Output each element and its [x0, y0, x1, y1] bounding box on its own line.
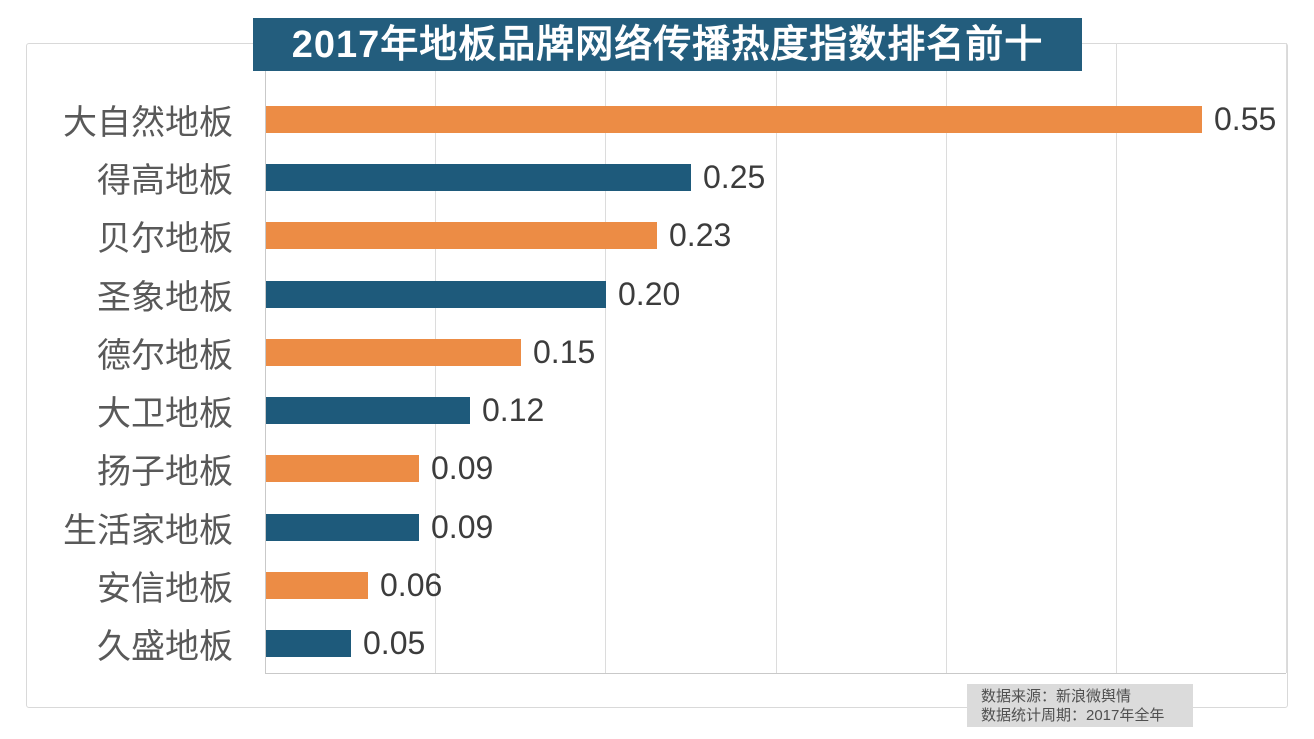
gridline: [946, 43, 947, 673]
bar-row: 久盛地板 0.05: [0, 615, 1314, 673]
category-label: 得高地板: [97, 161, 233, 200]
bar: [266, 105, 1202, 133]
value-label: 0.09: [431, 508, 494, 545]
value-label: 0.25: [703, 158, 766, 195]
category-label: 大卫地板: [97, 395, 233, 434]
gridline: [605, 43, 606, 673]
category-label: 久盛地板: [97, 628, 233, 667]
category-label: 扬子地板: [97, 453, 233, 492]
value-label: 0.15: [533, 333, 596, 370]
source-note-line2: 数据统计周期：2017年全年: [981, 707, 1165, 724]
gridline: [1286, 43, 1287, 673]
bar: [266, 338, 521, 366]
value-label: 0.55: [1214, 100, 1277, 137]
bar-row: 安信地板 0.06: [0, 556, 1314, 614]
category-label: 生活家地板: [63, 511, 233, 550]
source-note: 数据来源：新浪微舆情 数据统计周期：2017年全年: [967, 684, 1193, 727]
chart-title: 2017年地板品牌网络传播热度指数排名前十: [253, 18, 1082, 71]
value-label: 0.09: [431, 450, 494, 487]
bar: [266, 163, 691, 191]
bar-row: 得高地板 0.25: [0, 148, 1314, 206]
gridline: [776, 43, 777, 673]
bar-rows: 大自然地板 0.55 得高地板 0.25 贝尔地板 0.23 圣象地板 0.20 德尔地板 0.1…: [0, 90, 1314, 673]
value-label: 0.05: [363, 625, 426, 662]
bar-row: 大自然地板 0.55: [0, 90, 1314, 148]
bar-row: 扬子地板 0.09: [0, 440, 1314, 498]
gridline: [1116, 43, 1117, 673]
category-label: 贝尔地板: [97, 220, 233, 259]
bar: [266, 513, 419, 541]
x-axis-line: [265, 673, 1286, 674]
bar-row: 圣象地板 0.20: [0, 265, 1314, 323]
bar-row: 德尔地板 0.15: [0, 323, 1314, 381]
value-label: 0.12: [482, 392, 545, 429]
bar: [266, 397, 470, 425]
bar: [266, 280, 606, 308]
value-label: 0.23: [669, 217, 732, 254]
bar-row: 生活家地板 0.09: [0, 498, 1314, 556]
category-label: 安信地板: [97, 570, 233, 609]
bar: [266, 455, 419, 483]
bar: [266, 630, 351, 658]
y-axis-line: [265, 43, 266, 673]
bar: [266, 572, 368, 600]
bar-row: 贝尔地板 0.23: [0, 207, 1314, 265]
source-note-line1: 数据来源：新浪微舆情: [981, 688, 1132, 705]
category-label: 德尔地板: [97, 336, 233, 375]
category-label: 大自然地板: [63, 103, 233, 142]
value-label: 0.06: [380, 567, 443, 604]
bar: [266, 222, 657, 250]
category-label: 圣象地板: [97, 278, 233, 317]
bar-row: 大卫地板 0.12: [0, 381, 1314, 439]
value-label: 0.20: [618, 275, 681, 312]
